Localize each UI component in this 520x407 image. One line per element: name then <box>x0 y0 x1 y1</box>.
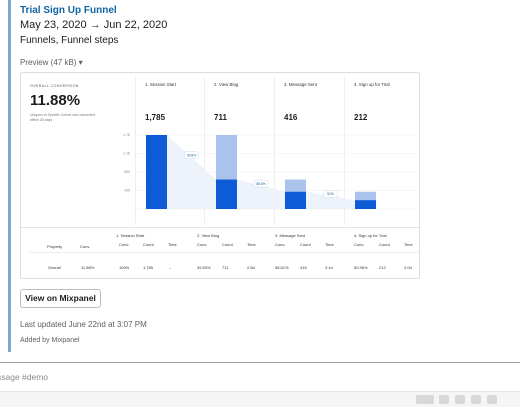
table-subheader: Time <box>168 242 177 247</box>
conversion-badge <box>184 151 199 160</box>
conversion-bar <box>355 200 376 209</box>
last-updated-text: Last updated June 22nd at 3:07 PM <box>20 320 147 329</box>
table-step-header: 3. Message Sent <box>275 233 306 238</box>
table-subheader: Conv. <box>119 242 130 247</box>
table-subheader: Conv. <box>354 242 365 247</box>
table-row-property: Overall <box>48 265 61 270</box>
column-divider <box>135 77 136 225</box>
funnel-chart: 1.7K 1.2K 850 425 39.8% 58.5% 51% <box>123 133 419 210</box>
table-cell: 39.83% <box>197 265 211 270</box>
funnel-table: 1. Session Start 2. View Blog 3. Message… <box>21 227 419 278</box>
table-row-conv: 11.88% <box>81 265 95 270</box>
conversion-bar <box>146 135 167 209</box>
table-cell: 58.51% <box>275 265 289 270</box>
table-subheader: Conv. <box>275 242 286 247</box>
step-header: 1. Session Start <box>145 82 176 87</box>
y-tick-label: 1.2K <box>123 152 131 156</box>
table-subheader: Time <box>404 242 413 247</box>
step-header: 3. Message Sent <box>284 82 317 87</box>
table-cell: 1,785 <box>143 265 154 270</box>
step-count: 416 <box>284 113 298 122</box>
table-step-header: 2. View Blog <box>197 233 220 238</box>
view-on-mixpanel-button[interactable]: View on Mixpanel <box>20 289 101 308</box>
table-subheader: Conv. <box>197 242 208 247</box>
table-cell: 711 <box>222 265 229 270</box>
table-cell: – <box>169 265 172 270</box>
step-count: 711 <box>214 113 227 122</box>
table-subheader: Count <box>222 242 233 247</box>
date-range: May 23, 2020 → Jun 22, 2020 <box>20 19 168 31</box>
y-tick-label: 1.7K <box>123 133 131 137</box>
conversion-badge-label: 39.8% <box>187 153 197 157</box>
step-header: 2. View Blog <box>214 82 239 87</box>
added-by-text: Added by Mixpanel <box>20 337 80 344</box>
y-tick-label: 850 <box>124 170 130 174</box>
table-divider <box>29 252 419 253</box>
table-cell: 416 <box>300 265 307 270</box>
report-subtitle: Funnels, Funnel steps <box>20 35 119 46</box>
table-cell: 212 <box>379 265 386 270</box>
composer-toolbar <box>0 391 520 407</box>
step-count: 1,785 <box>145 113 166 122</box>
table-subheader: Count <box>379 242 390 247</box>
message-composer[interactable]: ssage #demo <box>0 362 520 407</box>
funnel-preview-image[interactable]: OVERALL CONVERSION 11.88% Uniques in Spe… <box>20 72 420 279</box>
attachment-card: Trial Sign Up Funnel May 23, 2020 → Jun … <box>8 0 520 352</box>
conversion-badge <box>253 179 269 188</box>
column-divider <box>344 77 345 225</box>
overall-conversion-value: 11.88% <box>30 92 81 109</box>
step-count: 212 <box>354 113 368 122</box>
table-cell: 50.96% <box>354 265 368 270</box>
table-header-property: Property <box>47 244 63 249</box>
table-cell: 100% <box>119 265 130 270</box>
table-cell: 2.0d <box>404 265 412 270</box>
preview-toggle[interactable]: Preview (47 kB) ▾ <box>20 58 83 67</box>
column-divider <box>204 77 205 225</box>
table-step-header: 1. Session Start <box>116 233 145 238</box>
overall-conversion-description: Uniques in Specific Cohort who converted… <box>30 113 95 122</box>
y-tick-label: 425 <box>124 189 130 193</box>
overall-conversion-label: OVERALL CONVERSION <box>30 84 79 88</box>
table-header-conv: Conv. <box>80 244 91 249</box>
table-subheader: Time <box>247 242 256 247</box>
table-subheader: Count <box>143 242 154 247</box>
message-input-placeholder[interactable]: ssage #demo <box>0 372 49 382</box>
report-title-link[interactable]: Trial Sign Up Funnel <box>20 5 117 16</box>
conversion-bar <box>216 179 237 209</box>
conversion-badge-label: 51% <box>327 192 334 196</box>
table-step-header: 4. Sign up for Trial <box>354 233 387 238</box>
table-cell: 3.1d <box>325 265 333 270</box>
table-subheader: Count <box>300 242 311 247</box>
conversion-badge <box>323 190 338 198</box>
conversion-badge-label: 58.5% <box>256 182 266 186</box>
column-divider <box>274 77 275 225</box>
table-subheader: Time <box>325 242 334 247</box>
step-header: 4. Sign up for Trial <box>354 82 390 87</box>
conversion-bar <box>285 191 306 209</box>
table-cell: 2.5d <box>247 265 255 270</box>
